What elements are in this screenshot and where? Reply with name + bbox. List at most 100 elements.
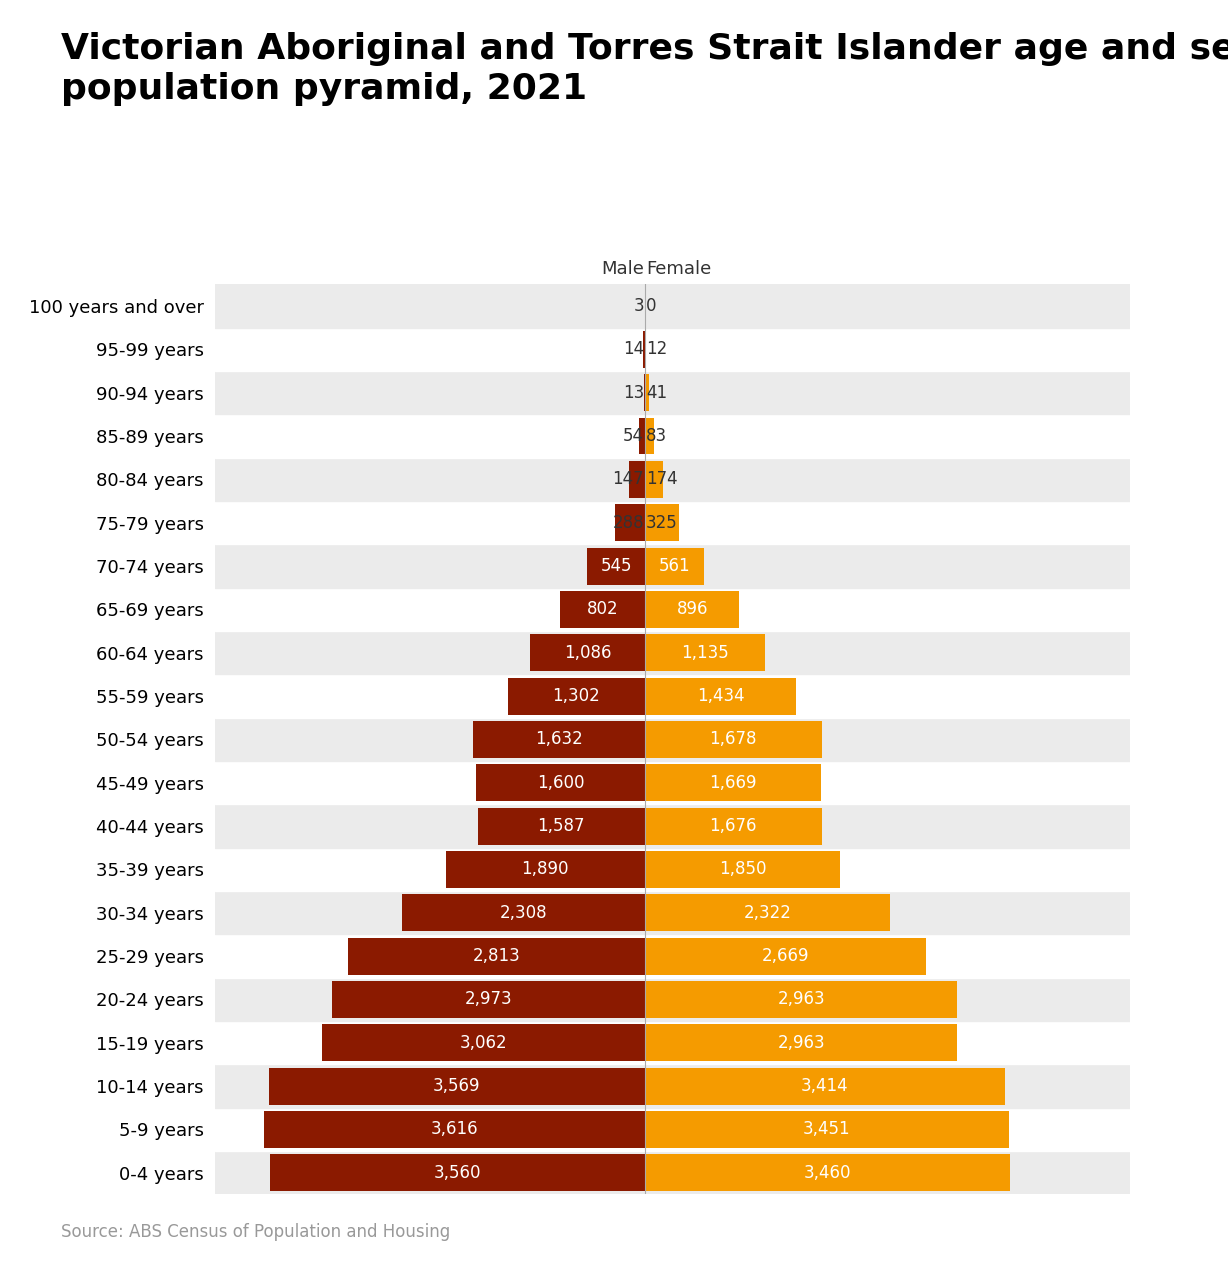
Bar — [645, 808, 822, 844]
Bar — [215, 675, 1130, 718]
Text: 2,963: 2,963 — [777, 991, 825, 1009]
Text: 561: 561 — [658, 557, 690, 575]
Text: 3,414: 3,414 — [801, 1077, 849, 1095]
Bar — [643, 331, 645, 368]
Bar — [322, 1024, 645, 1062]
Bar — [269, 1068, 645, 1105]
Text: 1,676: 1,676 — [710, 817, 756, 836]
Bar — [645, 851, 840, 887]
Bar — [215, 588, 1130, 631]
Text: 2,322: 2,322 — [743, 904, 791, 921]
Bar — [215, 458, 1130, 501]
Bar — [215, 501, 1130, 545]
Text: 3,616: 3,616 — [431, 1120, 478, 1139]
Bar — [560, 592, 645, 628]
Bar — [645, 374, 650, 411]
Text: 1,678: 1,678 — [710, 731, 758, 748]
Bar — [645, 635, 765, 671]
Bar — [645, 678, 796, 714]
Text: 3,460: 3,460 — [803, 1164, 851, 1182]
Bar — [645, 1024, 957, 1062]
Bar — [215, 891, 1130, 934]
Bar — [645, 417, 653, 455]
Bar — [215, 848, 1130, 891]
Bar — [215, 761, 1130, 804]
Bar — [640, 417, 645, 455]
Bar — [264, 1111, 645, 1148]
Bar — [402, 895, 645, 932]
Bar — [215, 804, 1130, 848]
Bar — [507, 678, 645, 714]
Text: 3,451: 3,451 — [803, 1120, 851, 1139]
Bar — [215, 934, 1130, 978]
Bar — [645, 765, 820, 801]
Text: 174: 174 — [646, 470, 678, 488]
Text: 2,973: 2,973 — [464, 991, 512, 1009]
Text: 12: 12 — [646, 340, 667, 359]
Bar — [645, 1068, 1005, 1105]
Bar — [332, 981, 645, 1018]
Bar — [215, 718, 1130, 761]
Text: 2,308: 2,308 — [500, 904, 548, 921]
Text: 545: 545 — [600, 557, 632, 575]
Text: 14: 14 — [623, 340, 643, 359]
Bar — [349, 938, 645, 975]
Text: 2,669: 2,669 — [761, 947, 809, 966]
Text: 83: 83 — [646, 427, 667, 445]
Text: Female: Female — [646, 260, 711, 278]
Bar — [645, 1111, 1008, 1148]
Text: 2,963: 2,963 — [777, 1034, 825, 1052]
Text: 896: 896 — [677, 600, 707, 618]
Bar — [215, 372, 1130, 415]
Text: 3: 3 — [634, 297, 643, 315]
Text: Male: Male — [602, 260, 643, 278]
Bar — [645, 331, 646, 368]
Bar — [645, 895, 889, 932]
Text: 0: 0 — [646, 297, 656, 315]
Bar — [215, 978, 1130, 1021]
Bar — [215, 1107, 1130, 1152]
Text: 1,302: 1,302 — [553, 688, 600, 705]
Bar — [587, 547, 645, 584]
Text: Victorian Aboriginal and Torres Strait Islander age and sex
population pyramid, : Victorian Aboriginal and Torres Strait I… — [61, 32, 1228, 106]
Text: 325: 325 — [646, 513, 678, 532]
Text: Source: ABS Census of Population and Housing: Source: ABS Census of Population and Hou… — [61, 1224, 451, 1241]
Bar — [215, 1152, 1130, 1194]
Text: 41: 41 — [646, 384, 667, 402]
Bar — [645, 981, 957, 1018]
Text: 147: 147 — [613, 470, 643, 488]
Bar — [643, 374, 645, 411]
Bar — [614, 504, 645, 541]
Text: 1,632: 1,632 — [535, 731, 583, 748]
Bar — [215, 327, 1130, 372]
Text: 1,669: 1,669 — [709, 774, 756, 791]
Text: 288: 288 — [613, 513, 643, 532]
Bar — [215, 1021, 1130, 1064]
Text: 2,813: 2,813 — [473, 947, 521, 966]
Bar — [446, 851, 645, 887]
Text: 802: 802 — [587, 600, 619, 618]
Bar — [215, 545, 1130, 588]
Text: 3,560: 3,560 — [433, 1164, 481, 1182]
Bar — [270, 1154, 645, 1191]
Text: 13: 13 — [623, 384, 643, 402]
Bar — [645, 461, 663, 498]
Text: 54: 54 — [623, 427, 643, 445]
Text: 1,890: 1,890 — [522, 861, 569, 878]
Bar — [645, 1154, 1009, 1191]
Text: 1,086: 1,086 — [564, 643, 612, 662]
Text: 1,600: 1,600 — [537, 774, 585, 791]
Bar — [645, 720, 822, 758]
Text: 1,135: 1,135 — [680, 643, 728, 662]
Text: 3,062: 3,062 — [459, 1034, 507, 1052]
Text: 3,569: 3,569 — [433, 1077, 480, 1095]
Text: 1,587: 1,587 — [538, 817, 585, 836]
Bar — [645, 547, 704, 584]
Bar — [645, 938, 926, 975]
Bar — [215, 631, 1130, 675]
Text: 1,850: 1,850 — [718, 861, 766, 878]
Bar — [215, 1064, 1130, 1107]
Bar — [476, 765, 645, 801]
Bar — [473, 720, 645, 758]
Text: 1,434: 1,434 — [696, 688, 744, 705]
